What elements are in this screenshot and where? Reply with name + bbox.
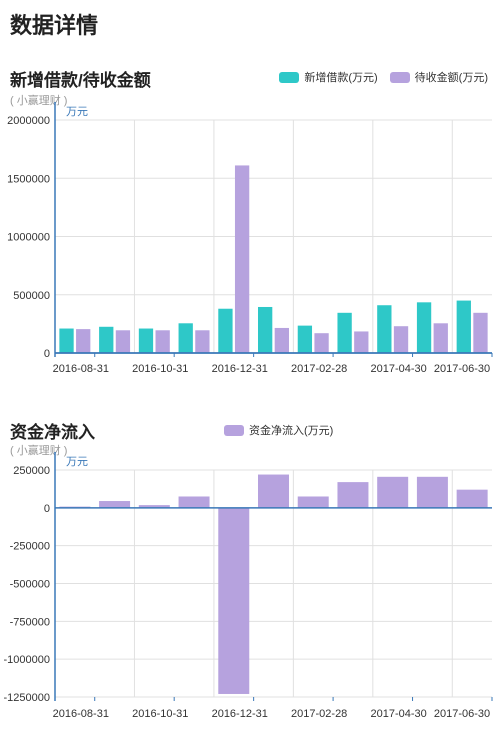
x-tick-label: 2016-08-31 [53,708,109,720]
legend: 资金净流入(万元) [212,422,333,438]
bar [416,302,432,353]
bar [274,327,289,353]
legend-label: 新增借款(万元) [304,72,378,84]
bar [337,312,352,353]
bar [178,496,210,508]
bar [258,306,273,353]
page-title: 数据详情 [10,13,99,38]
y-tick-label: 1000000 [7,232,50,244]
y-tick-label: 250000 [13,465,50,477]
y-tick-label: -250000 [10,541,50,553]
y-tick-label: -1250000 [4,692,51,704]
bar [234,165,250,353]
chart-title: 资金净流入 [10,423,95,442]
chart-subtitle: ( 小赢理财 ) [10,95,68,107]
legend-label: 待收金额(万元) [414,72,488,84]
y-tick-label: 0 [44,348,50,360]
y-tick-label: -750000 [10,616,50,628]
bar [433,323,448,353]
x-tick-label: 2017-02-28 [291,708,347,720]
bar [314,333,329,353]
y-axis-unit: 万元 [66,106,88,118]
bar [377,476,409,508]
x-tick-label: 2017-06-30 [434,363,490,375]
bar [59,328,74,353]
x-tick-label: 2017-06-30 [434,708,490,720]
bar [473,312,488,353]
legend-item[interactable]: 资金净流入(万元) [224,422,333,438]
x-tick-label: 2016-12-31 [212,363,268,375]
bar [155,330,170,353]
x-tick-label: 2016-08-31 [53,363,109,375]
legend-swatch [279,71,300,83]
legend-item[interactable]: 待收金额(万元) [389,69,488,85]
bar-chart-plot: 0 500000 1000000 1500000 2000000 2016-08-31 20… [7,102,493,375]
y-tick-label: 500000 [13,290,50,302]
bar [377,305,392,353]
legend-label: 资金净流入(万元) [249,425,334,437]
y-axis-unit: 万元 [66,456,88,468]
bar [393,326,409,353]
x-tick-label: 2016-10-31 [132,708,188,720]
x-tick-label: 2017-04-30 [371,708,427,720]
chart-subtitle: ( 小赢理财 ) [10,445,68,457]
bar [76,329,91,353]
x-tick-label: 2016-10-31 [132,363,188,375]
y-tick-label: 1500000 [7,173,50,185]
legend: 新增借款(万元) 待收金额(万元) [267,69,488,85]
bar [218,507,250,694]
y-tick-label: -1000000 [4,654,51,666]
bar [297,496,329,508]
bar [178,323,193,353]
bar [416,476,448,508]
bar [297,325,313,353]
y-tick-label: -500000 [10,579,50,591]
bar [337,482,369,508]
chart-title: 新增借款/待收金额 [10,71,151,90]
x-tick-label: 2016-12-31 [212,708,268,720]
bar [138,328,154,353]
bar [115,330,131,353]
legend-swatch [224,424,244,436]
bar [218,308,233,353]
bar [99,326,114,353]
x-tick-label: 2017-04-30 [371,363,427,375]
bar [354,331,369,353]
y-tick-label: 0 [44,503,50,515]
bar [456,300,471,353]
bar [195,330,210,353]
legend-swatch [389,71,410,83]
bar [138,505,170,508]
legend-item[interactable]: 新增借款(万元) [279,69,378,85]
x-tick-label: 2017-02-28 [291,363,347,375]
chart-new-loans: 新增借款/待收金额 ( 小赢理财 ) 万元 新增借款(万元) 待收金额(万元) … [7,69,493,375]
bar [456,489,488,508]
y-tick-label: 2000000 [7,115,50,127]
bar [99,501,131,508]
bar [258,474,289,508]
